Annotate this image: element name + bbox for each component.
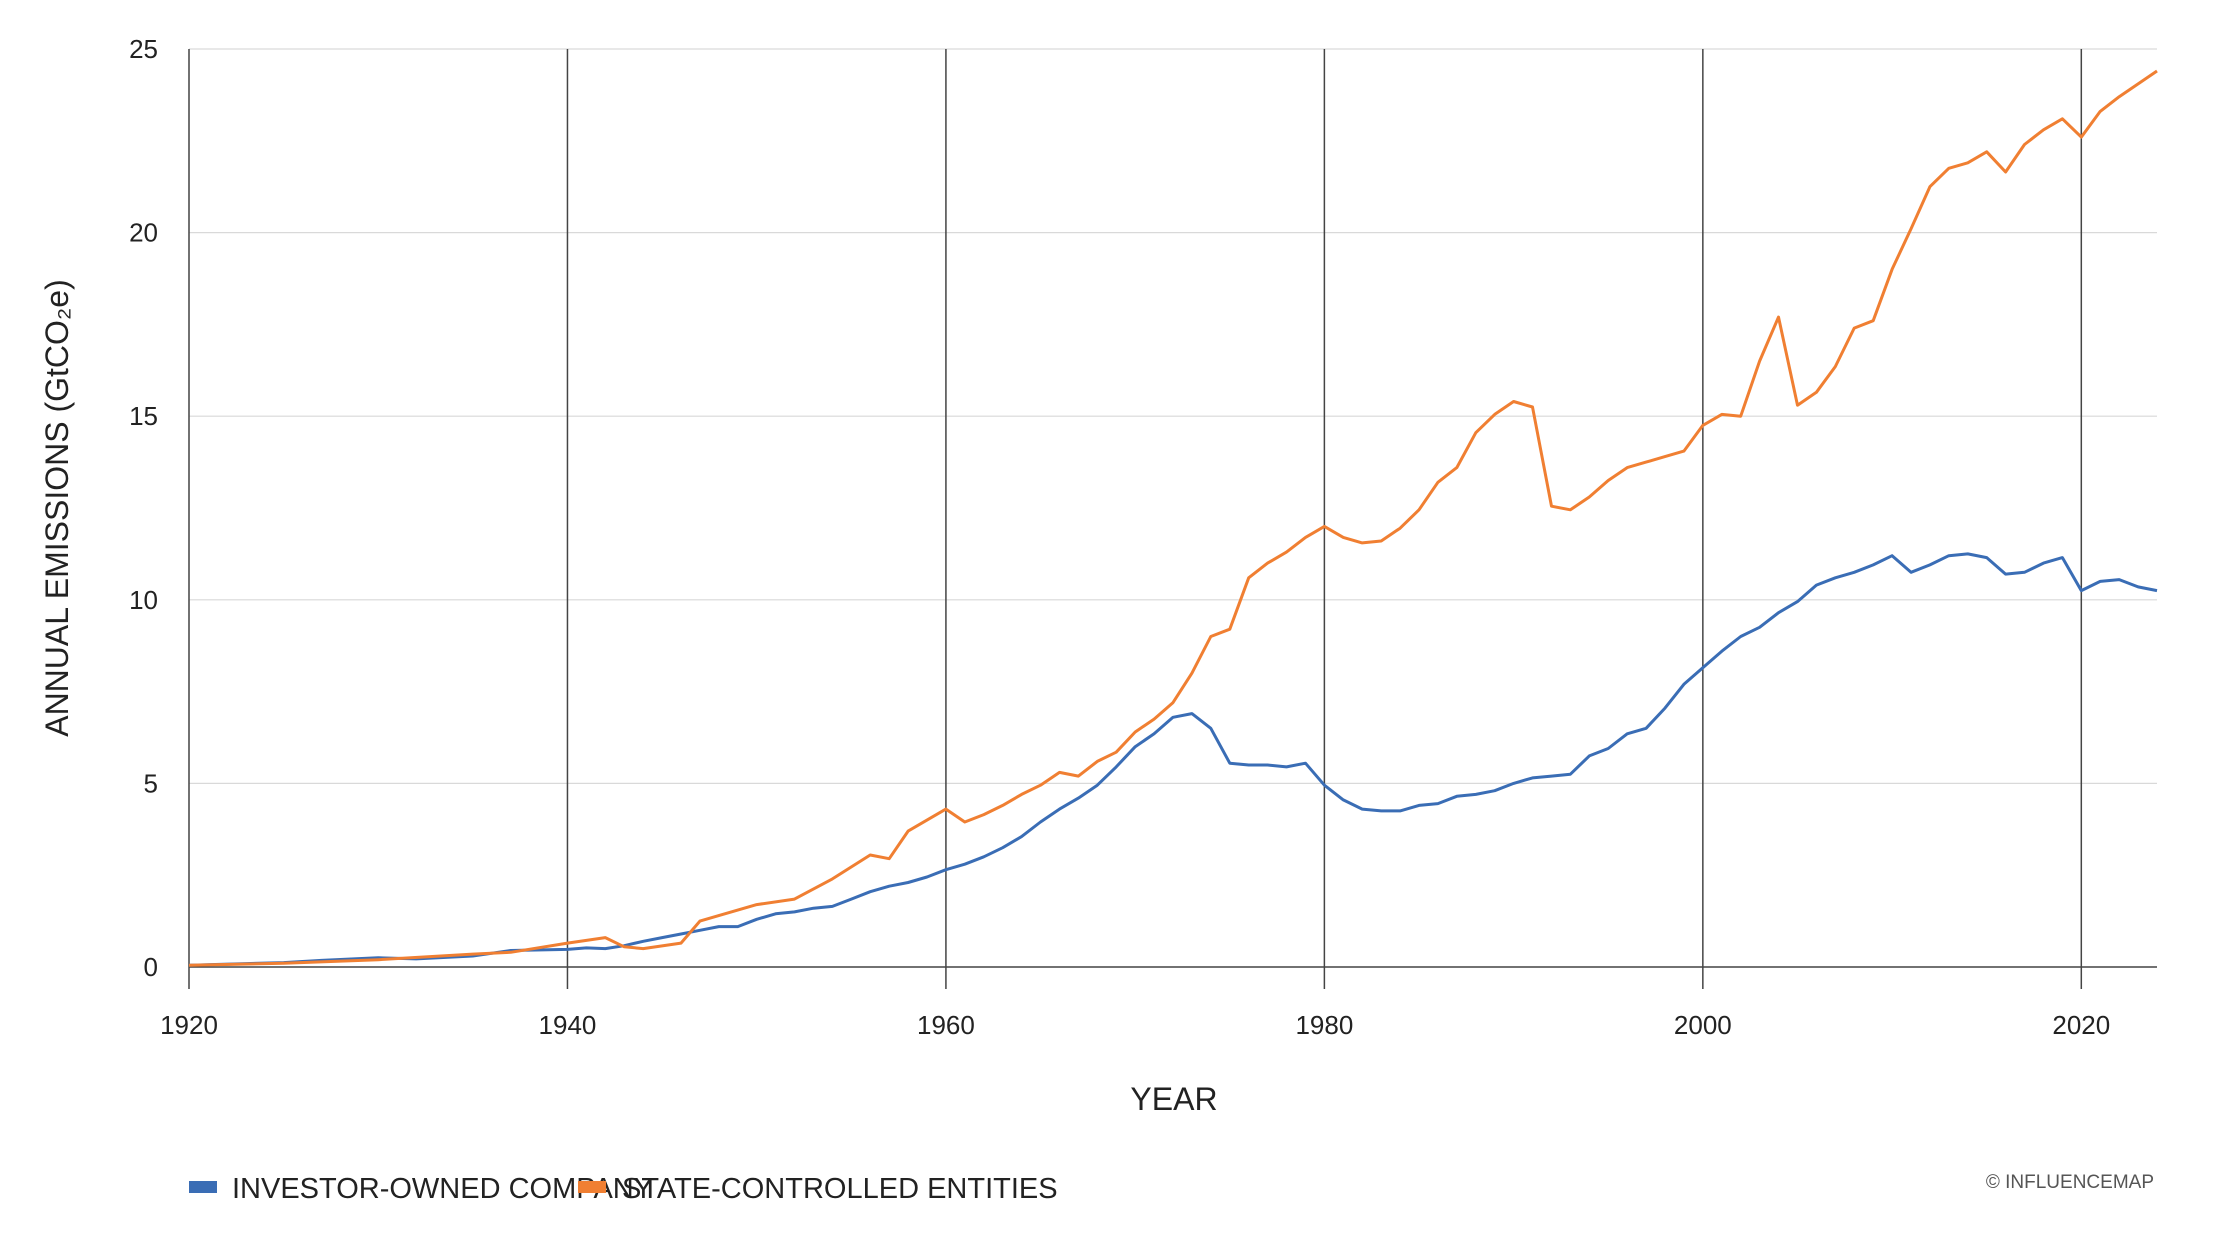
x-axis-title: YEAR <box>1130 1081 1217 1117</box>
x-tick-label: 1960 <box>917 1010 975 1040</box>
credit-text: © INFLUENCEMAP <box>1986 1172 2154 1193</box>
y-axis-title: ANNUAL EMISSIONS (GtCO₂e) <box>39 279 75 737</box>
y-tick-label: 20 <box>129 218 158 248</box>
legend-swatch-investor <box>189 1181 217 1193</box>
y-tick-label: 10 <box>129 585 158 615</box>
series-lines <box>188 69 2158 967</box>
legend-swatch-state <box>578 1181 606 1193</box>
x-tick-label: 1920 <box>160 1010 218 1040</box>
legend: INVESTOR-OWNED COMPANY STATE-CONTROLLED … <box>189 1173 1058 1205</box>
x-tick-labels: 1920 1940 1960 1980 2000 2020 <box>160 1010 2110 1040</box>
x-tick-label: 2000 <box>1674 1010 1732 1040</box>
x-tick-label: 1980 <box>1295 1010 1353 1040</box>
series-line-investor-owned <box>188 552 2158 967</box>
series-line-state-controlled <box>188 69 2158 967</box>
y-tick-label: 5 <box>144 768 158 798</box>
y-tick-label: 25 <box>129 34 158 64</box>
x-tick-label: 2020 <box>2052 1010 2110 1040</box>
x-tick-label: 1940 <box>539 1010 597 1040</box>
y-tick-label: 0 <box>144 952 158 982</box>
gridlines <box>188 48 2157 989</box>
y-tick-label: 15 <box>129 401 158 431</box>
y-tick-labels: 0 5 10 15 20 25 <box>129 34 158 982</box>
legend-label-state: STATE-CONTROLLED ENTITIES <box>622 1173 1058 1205</box>
